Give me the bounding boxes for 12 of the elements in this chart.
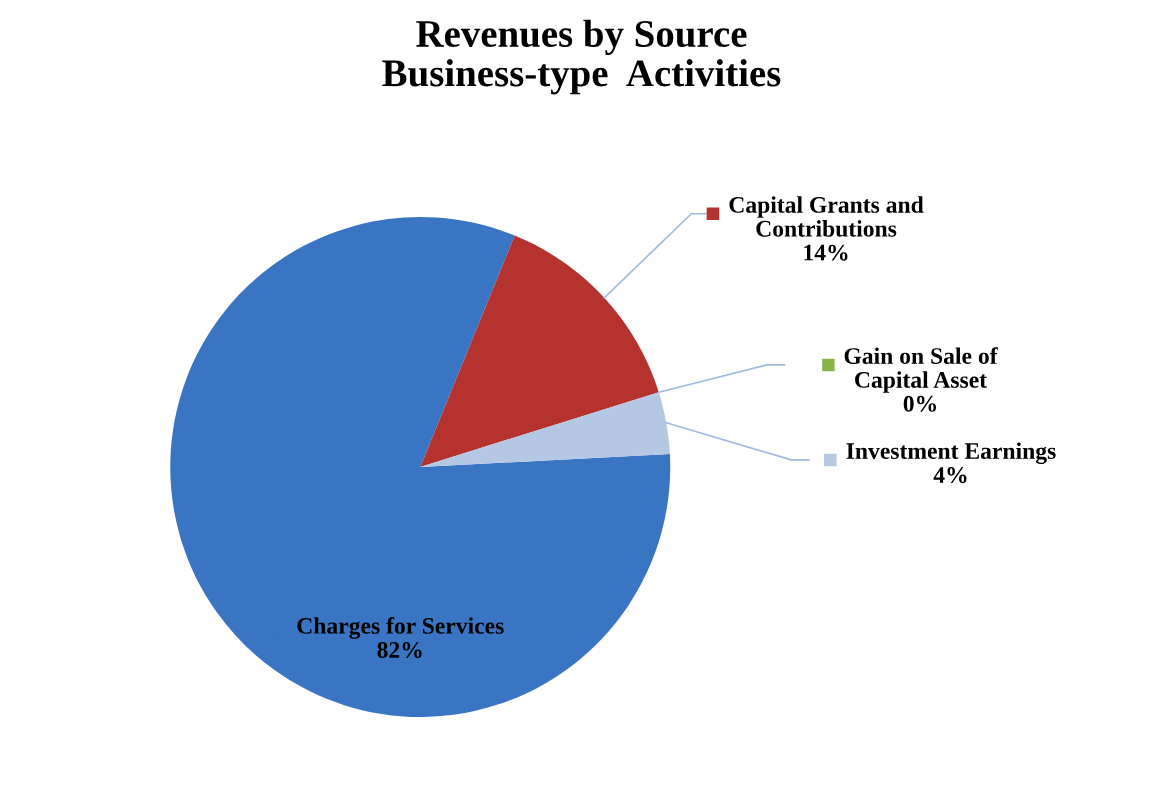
legend-label: Capital Grants and Contributions bbox=[729, 196, 924, 237]
data-label: 82% bbox=[377, 641, 422, 658]
pie-slice bbox=[420, 392, 670, 467]
legend-label: Gain on Sale of Capital Asset bbox=[844, 347, 998, 393]
pie-slice bbox=[170, 217, 671, 717]
data-label: 14% bbox=[804, 244, 848, 261]
pie-slice bbox=[420, 235, 659, 467]
slice-label: Charges for Services bbox=[297, 617, 504, 639]
chart-title: Revenues by Source Business-type Activities bbox=[382, 19, 781, 95]
text: 0% bbox=[903, 395, 936, 412]
data-label: 4% bbox=[933, 467, 967, 484]
legend-label: Investment Earnings bbox=[846, 442, 1056, 464]
